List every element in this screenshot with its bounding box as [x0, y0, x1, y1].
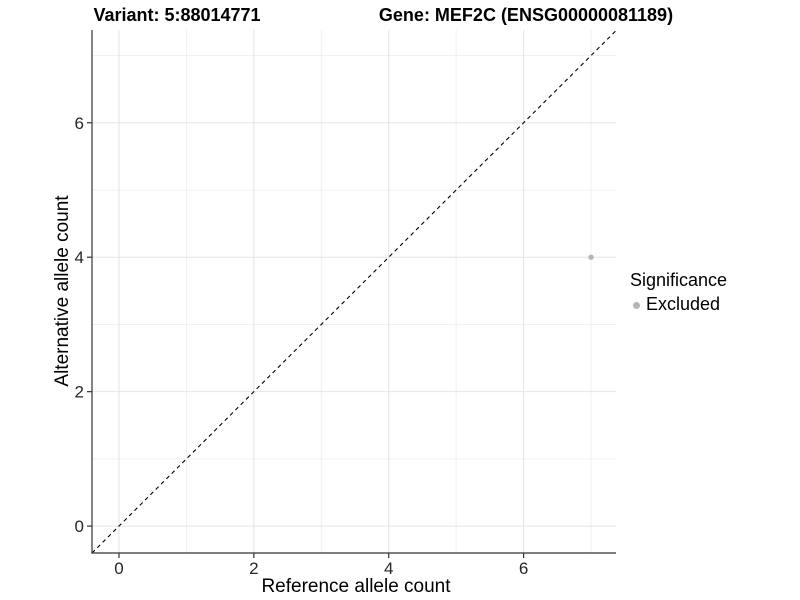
legend-entry-excluded: Excluded	[630, 294, 727, 315]
x-axis-title: Reference allele count	[261, 576, 451, 597]
plot-title-gene: Gene: MEF2C (ENSG00000081189)	[378, 5, 674, 25]
y-tick-label: 6	[75, 114, 84, 133]
y-tick-label: 0	[75, 517, 84, 536]
data-point	[588, 254, 594, 260]
plot-title-variant: Variant: 5:88014771	[93, 5, 261, 25]
x-tick-label: 0	[114, 559, 123, 578]
legend-entry-label: Excluded	[646, 294, 721, 314]
x-tick-label: 4	[384, 559, 393, 578]
x-tick-label: 6	[519, 559, 528, 578]
y-axis-title: Alternative allele count	[52, 195, 73, 387]
legend-title: Significance	[630, 270, 728, 290]
legend: Significance Excluded	[630, 270, 727, 315]
legend-point-icon	[633, 301, 640, 309]
y-tick-label: 4	[75, 248, 84, 267]
x-tick-label: 2	[249, 559, 258, 578]
identity-line	[91, 30, 617, 554]
y-tick-label: 2	[75, 383, 84, 402]
